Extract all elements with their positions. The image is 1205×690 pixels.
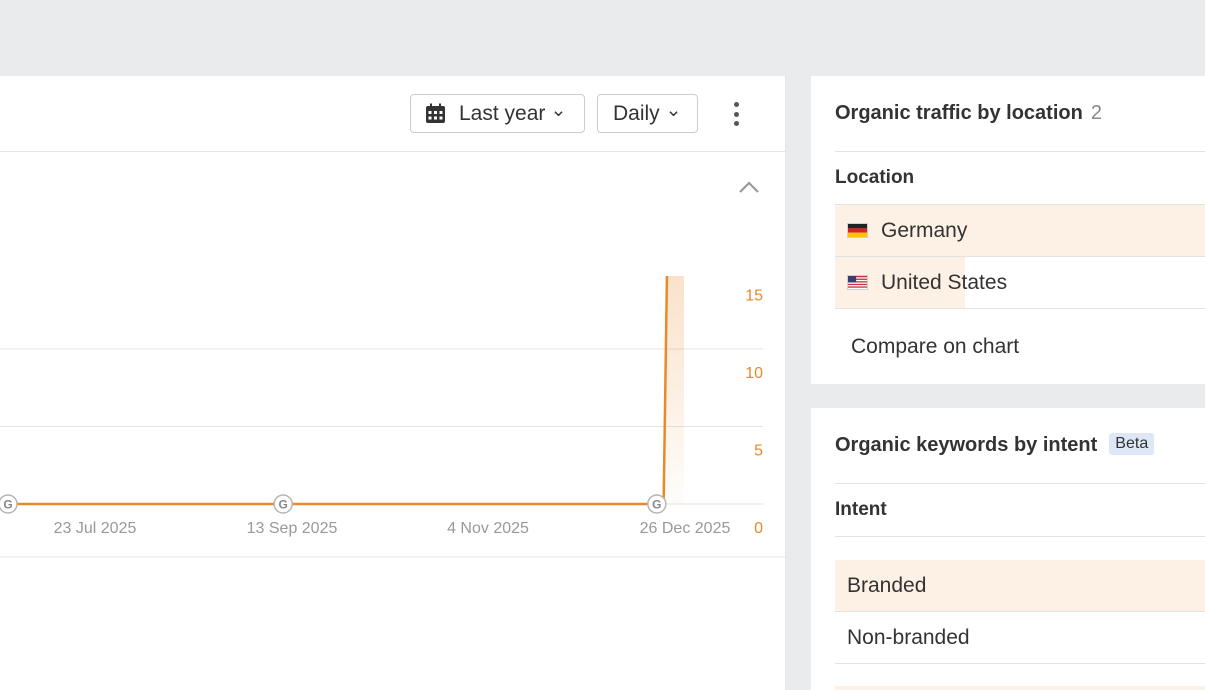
chevron-down-icon <box>554 111 563 117</box>
interval-label: Daily <box>613 101 660 125</box>
traffic-area <box>663 276 684 504</box>
marker-circle <box>647 494 667 514</box>
marker-label: G <box>278 498 287 512</box>
organic-traffic-by-location-card: Organic traffic by location 2 Location Ge… <box>811 76 1205 384</box>
location-name: United States <box>881 270 1008 294</box>
x-tick-label: 4 Nov 2025 <box>447 520 529 537</box>
dot-icon <box>733 111 739 117</box>
location-card-title: Organic traffic by location <box>835 102 1083 124</box>
divider <box>835 204 1205 205</box>
traffic-line <box>8 276 669 506</box>
y-tick-label: 5 <box>754 443 763 460</box>
chevron-down-icon <box>669 111 678 117</box>
share-bar <box>835 560 1205 611</box>
share-bar <box>835 205 1205 256</box>
germany-flag-icon <box>847 223 868 238</box>
y-tick-label: 15 <box>745 288 763 305</box>
card-title: Organic traffic by location 2 <box>835 102 1102 125</box>
dot-icon <box>733 102 739 107</box>
google-update-marker-icon[interactable]: G <box>273 494 293 514</box>
card-title: Organic keywords by intent Beta <box>835 432 1155 457</box>
divider <box>835 151 1205 152</box>
dot-icon <box>733 121 739 126</box>
divider <box>835 536 1205 537</box>
divider <box>835 663 1205 664</box>
google-update-marker-icon[interactable]: G <box>0 494 18 514</box>
location-name: Germany <box>881 218 968 242</box>
x-tick-label: 13 Sep 2025 <box>247 520 338 537</box>
y-tick-label: 10 <box>745 365 763 382</box>
period-dropdown[interactable]: Last year <box>410 94 585 133</box>
intent-name: Non-branded <box>847 625 970 649</box>
divider <box>835 611 1205 612</box>
compare-on-chart-button[interactable]: Compare on chart <box>851 335 1020 358</box>
marker-label: G <box>652 498 661 512</box>
us-flag-icon <box>847 275 868 290</box>
location-row-united-states[interactable]: United States <box>835 257 1205 308</box>
period-label: Last year <box>459 101 546 125</box>
intent-row-branded[interactable]: Branded <box>835 560 1205 611</box>
more-options-button[interactable] <box>726 100 746 128</box>
interval-dropdown[interactable]: Daily <box>597 94 698 133</box>
intent-row-non-branded[interactable]: Non-branded <box>835 612 1205 663</box>
location-row-germany[interactable]: Germany <box>835 205 1205 256</box>
divider <box>835 308 1205 309</box>
marker-circle <box>0 494 18 514</box>
y-tick-label: 0 <box>754 520 763 537</box>
divider <box>835 483 1205 484</box>
intent-column-header: Intent <box>835 499 887 520</box>
divider <box>835 256 1205 257</box>
chevron-up-icon[interactable] <box>738 180 760 194</box>
intent-card-title: Organic keywords by intent <box>835 434 1098 456</box>
x-tick-label: 26 Dec 2025 <box>640 520 731 537</box>
location-column-header: Location <box>835 167 915 188</box>
traffic-overview-card: Last year Daily GGG 20151050Traffic23 Ju… <box>0 76 786 690</box>
intent-name: Branded <box>847 573 927 597</box>
x-tick-label: 23 Jul 2025 <box>54 520 137 537</box>
calendar-icon <box>426 103 445 123</box>
chart-toolbar: Last year Daily <box>0 76 786 152</box>
location-count: 2 <box>1090 102 1102 124</box>
next-row-bar <box>835 686 1205 690</box>
marker-circle <box>273 494 293 514</box>
beta-badge: Beta <box>1109 432 1155 455</box>
marker-label: G <box>3 498 12 512</box>
google-update-marker-icon[interactable]: G <box>647 494 667 514</box>
organic-keywords-by-intent-card: Organic keywords by intent Beta Intent Br… <box>811 408 1205 690</box>
